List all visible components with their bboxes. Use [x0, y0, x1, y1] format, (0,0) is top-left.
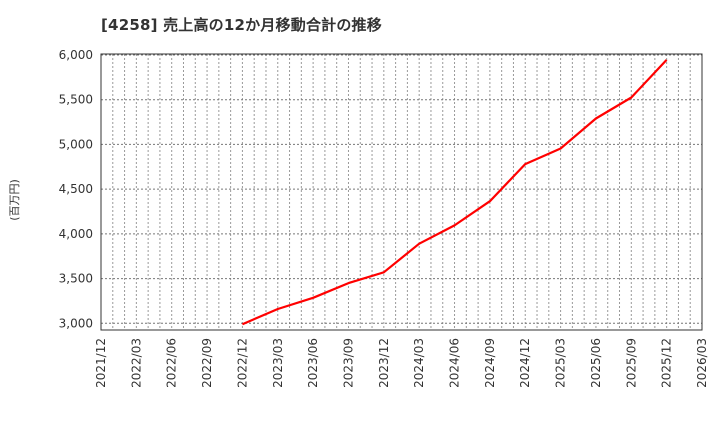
y-tick-label: 3,000	[59, 316, 93, 330]
x-tick-label: 2024/09	[483, 338, 497, 388]
sales-line-series	[241, 59, 668, 326]
y-tick-label: 3,500	[59, 272, 93, 286]
x-tick-label: 2025/06	[589, 338, 603, 388]
x-tick-label: 2024/06	[448, 338, 462, 388]
x-tick-label: 2025/03	[554, 338, 568, 388]
horizontal-gridlines	[101, 54, 702, 324]
x-tick-label: 2025/12	[660, 338, 674, 388]
x-tick-label: 2026/03	[695, 338, 709, 388]
x-tick-label: 2024/03	[412, 338, 426, 388]
x-tick-label: 2021/12	[94, 338, 108, 388]
y-tick-label: 5,500	[59, 93, 93, 107]
x-tick-label: 2023/03	[271, 338, 285, 388]
x-tick-label: 2023/12	[377, 338, 391, 388]
x-tick-label: 2022/09	[200, 338, 214, 388]
chart-title: [4258] 売上高の12か月移動合計の推移	[101, 16, 382, 34]
y-tick-label: 5,000	[59, 137, 93, 151]
x-tick-label: 2024/12	[518, 338, 532, 388]
y-tick-label: 4,000	[59, 227, 93, 241]
x-tick-label: 2022/12	[235, 338, 249, 388]
x-tick-label: 2022/03	[129, 338, 143, 388]
x-tick-label: 2022/06	[165, 338, 179, 388]
vertical-gridlines	[112, 54, 691, 330]
plot-frame	[100, 53, 703, 331]
x-tick-label: 2025/09	[624, 338, 638, 388]
y-axis-ticks: 3,000 3,500 4,000 4,500 5,000 5,500 6,000	[59, 48, 93, 330]
x-tick-label: 2023/06	[306, 338, 320, 388]
x-axis-ticks: 2021/12 2022/03 2022/06 2022/09 2022/12 2023/…	[94, 338, 709, 388]
x-tick-label: 2023/09	[341, 338, 355, 388]
y-tick-label: 6,000	[59, 48, 93, 62]
y-tick-label: 4,500	[59, 182, 93, 196]
